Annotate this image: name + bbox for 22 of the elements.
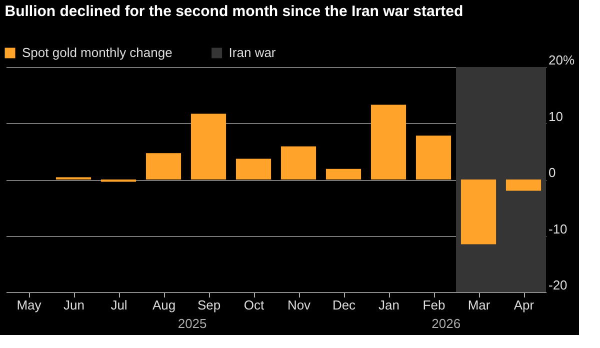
x-tick-label: Apr [514,298,535,312]
x-tick-label: May [16,298,42,312]
y-tick-label: 0 [548,165,556,180]
legend-label: Iran war [228,45,276,60]
legend-label: Spot gold monthly change [22,45,172,60]
chart-title: Bullion declined for the second month since the Iran war started [4,3,464,20]
x-tick-label: Oct [244,298,264,312]
x-tick-label: Jan [378,298,400,312]
x-tick-label: Dec [332,298,356,312]
y-tick-label: 10 [548,108,563,124]
x-tick-label: Jul [110,298,128,312]
x-tick-label: Aug [152,298,176,312]
y-tick-label: 20% [548,52,575,68]
text: 2025 [178,316,207,331]
text: 2026 [432,316,461,331]
x-tick-label: Sep [197,298,221,312]
x-tick-label: Mar [468,298,491,312]
x-tick-label: Jun [64,298,84,312]
x-tick-label: Nov [287,298,312,312]
y-tick-label: -20 [548,278,568,292]
x-tick-label: Feb [422,298,446,312]
y-tick-label: -10 [548,221,568,236]
